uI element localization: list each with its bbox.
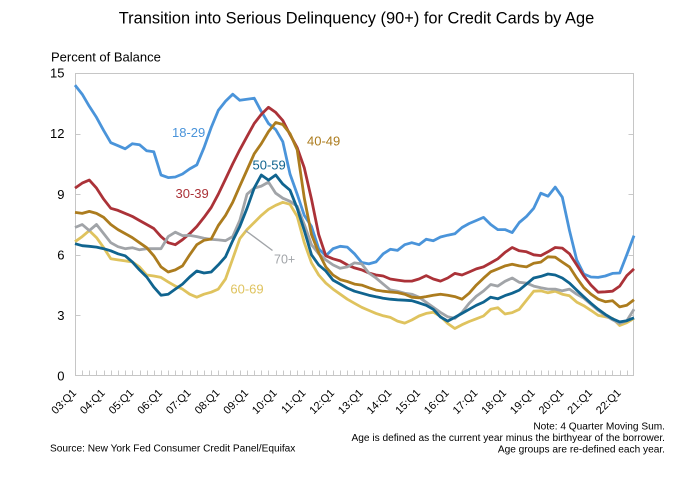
svg-text:9: 9 [57,187,64,202]
svg-text:Age is defined as the current: Age is defined as the current year minus… [352,433,665,444]
svg-text:50-59: 50-59 [253,157,286,172]
svg-text:70+: 70+ [274,252,295,266]
svg-text:21:Q1: 21:Q1 [565,387,595,417]
svg-text:14:Q1: 14:Q1 [365,387,395,417]
svg-text:12:Q1: 12:Q1 [307,387,337,417]
svg-text:06:Q1: 06:Q1 [135,387,165,417]
svg-text:15: 15 [50,66,64,81]
svg-text:07:Q1: 07:Q1 [164,387,194,417]
svg-text:13:Q1: 13:Q1 [336,387,366,417]
svg-text:18-29: 18-29 [172,125,205,140]
svg-text:0: 0 [57,369,64,384]
svg-text:08:Q1: 08:Q1 [193,387,223,417]
svg-text:16:Q1: 16:Q1 [422,387,452,417]
svg-text:20:Q1: 20:Q1 [537,387,567,417]
svg-text:22:Q1: 22:Q1 [594,387,624,417]
svg-text:60-69: 60-69 [230,282,263,297]
svg-text:3: 3 [57,308,64,323]
svg-text:Source: New York Fed Consumer: Source: New York Fed Consumer Credit Pan… [50,444,295,455]
svg-text:05:Q1: 05:Q1 [107,387,137,417]
svg-text:6: 6 [57,247,64,262]
svg-text:Note: 4 Quarter Moving Sum.: Note: 4 Quarter Moving Sum. [533,422,665,433]
svg-text:10:Q1: 10:Q1 [250,387,280,417]
svg-text:18:Q1: 18:Q1 [479,387,509,417]
svg-text:40-49: 40-49 [307,134,340,149]
svg-text:Percent of Balance: Percent of Balance [51,50,161,65]
svg-text:15:Q1: 15:Q1 [393,387,423,417]
svg-text:12: 12 [50,126,64,141]
svg-text:Age groups are re-defined each: Age groups are re-defined each year. [498,444,665,455]
svg-text:17:Q1: 17:Q1 [451,387,481,417]
svg-text:09:Q1: 09:Q1 [221,387,251,417]
svg-text:04:Q1: 04:Q1 [78,387,108,417]
svg-text:19:Q1: 19:Q1 [508,387,538,417]
svg-text:03:Q1: 03:Q1 [49,387,79,417]
svg-text:30-39: 30-39 [176,186,209,201]
svg-text:11:Q1: 11:Q1 [279,387,308,416]
svg-text:Transition into Serious Delinq: Transition into Serious Delinquency (90+… [119,9,594,27]
